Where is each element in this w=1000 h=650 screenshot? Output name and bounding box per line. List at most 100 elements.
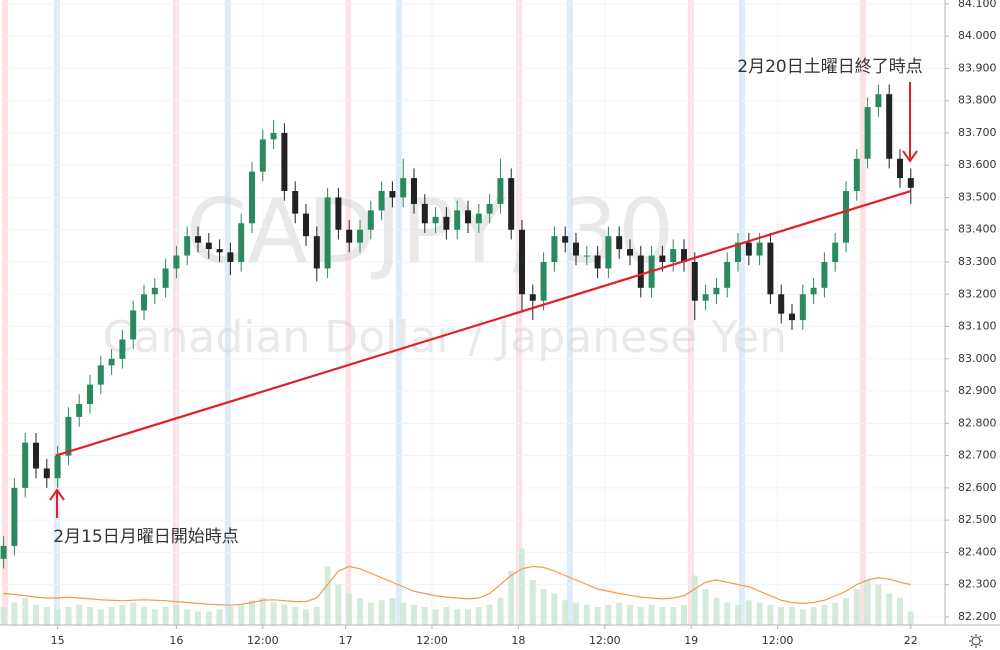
candle-body <box>54 455 61 479</box>
volume-bar <box>357 598 363 625</box>
gear[interactable] <box>971 636 981 646</box>
candle-body <box>87 384 93 404</box>
settings-icon[interactable] <box>969 634 983 648</box>
volume-bar <box>497 598 504 625</box>
y-tick-label: 82.200 <box>958 610 997 623</box>
candle-body <box>875 94 882 108</box>
volume-bar <box>637 607 644 625</box>
y-tick-label: 82.300 <box>958 578 997 591</box>
session-band <box>395 0 402 625</box>
volume-bar <box>259 598 266 625</box>
candle-body <box>421 203 428 224</box>
volume-bar <box>670 607 677 625</box>
volume-bar <box>389 598 396 625</box>
candle-body <box>627 249 633 256</box>
volume-bar <box>270 602 277 625</box>
volume-bar <box>76 604 83 625</box>
candle-body <box>497 178 504 204</box>
candle-body <box>43 468 50 479</box>
candle-body <box>573 242 579 256</box>
candle-body <box>702 294 709 301</box>
volume-bar <box>789 607 795 625</box>
candle-body <box>756 242 763 256</box>
candle-body <box>238 223 245 263</box>
candle-body <box>195 236 201 243</box>
candle-body <box>529 294 536 301</box>
candle-body <box>357 229 363 243</box>
gear-teeth[interactable] <box>969 634 983 648</box>
volume-bar <box>65 607 72 625</box>
candle-body <box>562 236 569 243</box>
y-tick-label: 84.100 <box>958 0 997 10</box>
volume-bar <box>886 593 893 625</box>
y-tick-label: 83.500 <box>958 190 997 203</box>
candle-body <box>886 94 893 159</box>
volume-bar <box>421 607 428 625</box>
volume-bar <box>87 607 93 625</box>
volume-bar <box>54 609 61 625</box>
volume-bar <box>594 607 601 625</box>
watermark-name: Canadian Dollar / Japanese Yen <box>103 312 787 363</box>
candle-body <box>454 210 461 230</box>
volume-bar <box>756 602 763 625</box>
volume-bar <box>162 607 169 625</box>
volume-bar <box>367 602 374 625</box>
candle-body <box>411 178 417 204</box>
candle-body <box>778 294 785 314</box>
volume-bar <box>195 611 201 625</box>
candle-body <box>832 242 839 263</box>
volume-bar <box>227 607 234 625</box>
x-tick-label: 12:00 <box>247 634 279 647</box>
volume-bar <box>724 602 731 625</box>
candle-body <box>508 178 515 230</box>
volume-bar <box>605 604 612 625</box>
volume-bar <box>454 609 461 625</box>
candle-body <box>907 178 914 188</box>
candle-body <box>745 242 752 256</box>
candle-body <box>594 255 601 269</box>
y-tick-label: 82.400 <box>958 545 997 558</box>
x-tick-label: 12:00 <box>416 634 448 647</box>
volume-bar <box>97 609 104 625</box>
y-tick-label: 83.400 <box>958 223 997 236</box>
candle-body <box>486 203 493 214</box>
volume-bar <box>573 602 579 625</box>
candle-body <box>97 365 104 385</box>
x-tick-label: 16 <box>169 634 183 647</box>
volume-bar <box>443 607 450 625</box>
watermark-symbol: CADJPY, 30 <box>186 180 674 283</box>
volume-bar <box>832 602 839 625</box>
candle-body <box>616 236 623 250</box>
candle-body <box>65 416 72 456</box>
overlay <box>55 189 912 457</box>
candle-body <box>205 242 212 250</box>
x-tick-label: 12:00 <box>589 634 621 647</box>
volume-bar <box>853 589 860 625</box>
volume-bar <box>281 604 288 625</box>
candle-body <box>162 268 169 288</box>
candle-body <box>465 210 471 224</box>
candle-body <box>670 249 677 263</box>
candle-body <box>227 252 234 263</box>
x-tick-label: 18 <box>511 634 525 647</box>
volume-bar <box>508 571 515 625</box>
volume-bar <box>184 609 191 625</box>
session-band <box>859 0 866 625</box>
volume-bar <box>151 609 158 625</box>
volume-bar <box>324 566 331 625</box>
volume-bar <box>843 598 849 625</box>
candle-body <box>400 178 407 198</box>
candle-body <box>119 339 126 359</box>
candle-body <box>691 262 698 301</box>
candle-body <box>767 242 774 295</box>
volume-bar <box>540 589 547 625</box>
volume-bar <box>713 598 720 625</box>
y-tick-label: 83.600 <box>958 158 997 171</box>
candle-body <box>443 216 450 230</box>
volume <box>0 548 914 625</box>
candle-body <box>637 255 644 288</box>
arrow-down <box>902 82 918 163</box>
candle-body <box>789 313 795 321</box>
volume-bar <box>303 609 309 625</box>
